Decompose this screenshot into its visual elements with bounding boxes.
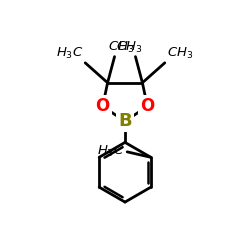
Text: $H_3C$: $H_3C$ (97, 144, 125, 159)
Text: O: O (96, 97, 110, 115)
Text: O: O (140, 97, 154, 115)
Text: $CH_3$: $CH_3$ (167, 46, 193, 61)
Text: $CH_3$: $CH_3$ (116, 40, 142, 56)
Text: $CH_3$: $CH_3$ (108, 40, 134, 56)
Text: B: B (118, 112, 132, 130)
Text: $H_3C$: $H_3C$ (56, 46, 83, 61)
